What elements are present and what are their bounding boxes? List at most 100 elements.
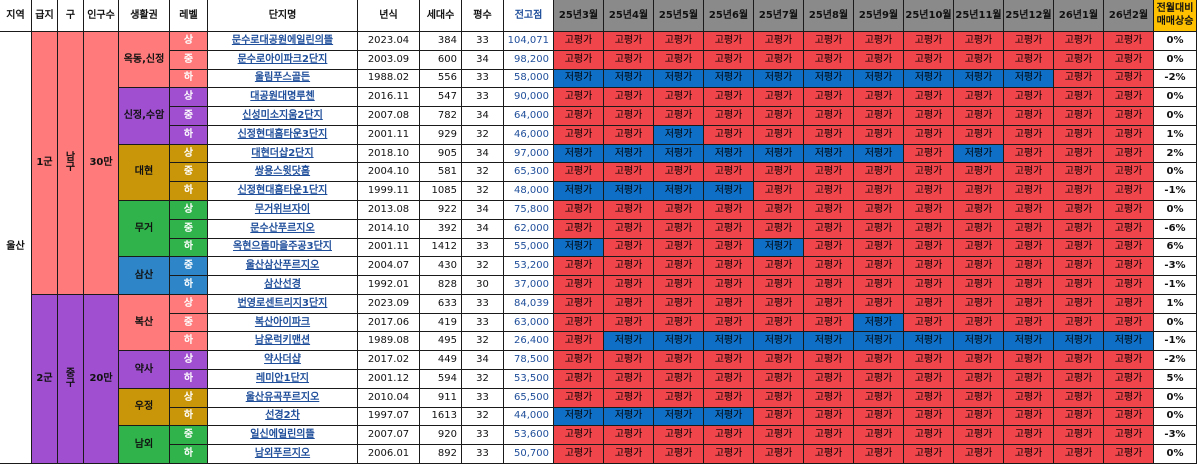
- header-population: 인구수: [84, 0, 119, 32]
- status-cell: 고평가: [1004, 426, 1054, 446]
- complex-name-link[interactable]: 문수로대공원에일린의뜰: [208, 32, 358, 51]
- price-cell: 37,000: [504, 276, 554, 295]
- status-cell: 고평가: [754, 219, 804, 239]
- level-cell: 하: [170, 407, 208, 427]
- households-cell: 392: [420, 219, 462, 239]
- status-cell: 저평가: [754, 238, 804, 258]
- complex-name-link[interactable]: 일신에일린의뜰: [208, 426, 358, 446]
- complex-name-link[interactable]: 쌍용스윗닷홈: [208, 163, 358, 183]
- complex-name-link[interactable]: 약사더샵: [208, 351, 358, 371]
- households-cell: 922: [420, 201, 462, 220]
- status-cell: 고평가: [904, 257, 954, 277]
- change-cell: 0%: [1154, 32, 1197, 51]
- status-cell: 고평가: [1104, 257, 1154, 277]
- complex-name-link[interactable]: 울산유곡푸르지오: [208, 388, 358, 408]
- status-cell: 저평가: [654, 69, 704, 89]
- year-cell: 1989.08: [358, 332, 420, 352]
- header-complex: 단지명: [208, 0, 358, 32]
- year-cell: 2006.01: [358, 445, 420, 464]
- pyeong-cell: 32: [462, 125, 504, 145]
- area-cell: 대현: [119, 144, 170, 201]
- year-cell: 2023.09: [358, 294, 420, 314]
- status-cell: 고평가: [1104, 32, 1154, 51]
- status-cell: 고평가: [804, 388, 854, 408]
- status-cell: 고평가: [604, 294, 654, 314]
- complex-name-link[interactable]: 문수로아이파크2단지: [208, 50, 358, 70]
- status-cell: 고평가: [1004, 351, 1054, 371]
- households-cell: 920: [420, 426, 462, 446]
- status-cell: 고평가: [754, 32, 804, 51]
- status-cell: 고평가: [704, 370, 754, 389]
- price-cell: 53,500: [504, 370, 554, 389]
- status-cell: 고평가: [654, 388, 704, 408]
- status-cell: 고평가: [954, 370, 1004, 389]
- status-cell: 고평가: [1004, 238, 1054, 258]
- change-cell: 0%: [1154, 388, 1197, 408]
- complex-name-link[interactable]: 신정현대홈타운3단지: [208, 125, 358, 145]
- change-cell: 5%: [1154, 370, 1197, 389]
- change-cell: 2%: [1154, 144, 1197, 164]
- status-cell: 고평가: [804, 445, 854, 464]
- status-cell: 저평가: [704, 69, 754, 89]
- change-cell: -3%: [1154, 257, 1197, 277]
- complex-name-link[interactable]: 레미안1단지: [208, 370, 358, 389]
- status-cell: 고평가: [754, 370, 804, 389]
- complex-name-link[interactable]: 대현더샵2단지: [208, 144, 358, 164]
- status-cell: 고평가: [904, 407, 954, 427]
- status-cell: 고평가: [604, 163, 654, 183]
- status-cell: 고평가: [854, 351, 904, 371]
- level-cell: 하: [170, 370, 208, 389]
- status-cell: 고평가: [654, 238, 704, 258]
- status-cell: 고평가: [954, 238, 1004, 258]
- status-cell: 고평가: [854, 445, 904, 464]
- status-cell: 고평가: [1104, 445, 1154, 464]
- status-cell: 저평가: [604, 69, 654, 89]
- status-cell: 고평가: [954, 50, 1004, 70]
- status-cell: 고평가: [1104, 388, 1154, 408]
- complex-name-link[interactable]: 남외푸르지오: [208, 445, 358, 464]
- change-cell: 0%: [1154, 163, 1197, 183]
- year-cell: 2016.11: [358, 88, 420, 108]
- status-cell: 고평가: [904, 88, 954, 108]
- complex-name-link[interactable]: 울림푸스골든: [208, 69, 358, 89]
- households-cell: 905: [420, 144, 462, 164]
- complex-name-link[interactable]: 옥현으뜸마을주공3단지: [208, 238, 358, 258]
- status-cell: 저평가: [654, 332, 704, 352]
- status-cell: 고평가: [954, 294, 1004, 314]
- complex-name-link[interactable]: 울산삼산푸르지오: [208, 257, 358, 277]
- price-cell: 75,800: [504, 201, 554, 220]
- header-month: 25년4월: [604, 0, 654, 32]
- complex-name-link[interactable]: 복산아이파크: [208, 313, 358, 333]
- status-cell: 고평가: [554, 32, 604, 51]
- status-cell: 고평가: [1054, 219, 1104, 239]
- complex-name-link[interactable]: 신성미소지움2단지: [208, 107, 358, 126]
- status-cell: 고평가: [954, 125, 1004, 145]
- status-cell: 고평가: [954, 88, 1004, 108]
- status-cell: 고평가: [704, 445, 754, 464]
- complex-name-link[interactable]: 문수산푸르지오: [208, 219, 358, 239]
- status-cell: 저평가: [904, 332, 954, 352]
- year-cell: 1997.07: [358, 407, 420, 427]
- price-cell: 64,000: [504, 107, 554, 126]
- header-households: 세대수: [420, 0, 462, 32]
- complex-name-link[interactable]: 선경2차: [208, 407, 358, 427]
- complex-name-link[interactable]: 삼산선경: [208, 276, 358, 295]
- complex-name-link[interactable]: 신정현대홈타운1단지: [208, 182, 358, 201]
- status-cell: 고평가: [1054, 426, 1104, 446]
- change-cell: 0%: [1154, 445, 1197, 464]
- status-cell: 고평가: [1104, 238, 1154, 258]
- status-cell: 고평가: [804, 125, 854, 145]
- grade-cell: 1군: [32, 32, 58, 295]
- status-cell: 고평가: [754, 88, 804, 108]
- status-cell: 저평가: [804, 144, 854, 164]
- status-cell: 고평가: [704, 313, 754, 333]
- status-cell: 고평가: [554, 125, 604, 145]
- households-cell: 600: [420, 50, 462, 70]
- complex-name-link[interactable]: 남운럭키맨션: [208, 332, 358, 352]
- complex-name-link[interactable]: 번영로센트리지3단지: [208, 294, 358, 314]
- complex-name-link[interactable]: 대공원대명루첸: [208, 88, 358, 108]
- status-cell: 고평가: [604, 257, 654, 277]
- change-cell: -1%: [1154, 182, 1197, 201]
- level-cell: 하: [170, 332, 208, 352]
- complex-name-link[interactable]: 무거위브자이: [208, 201, 358, 220]
